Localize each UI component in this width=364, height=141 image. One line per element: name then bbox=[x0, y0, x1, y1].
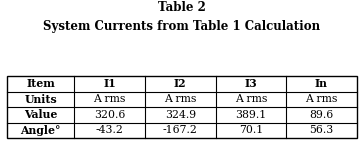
Text: Table 2: Table 2 bbox=[158, 1, 206, 14]
Text: A rms: A rms bbox=[305, 94, 338, 104]
Text: A rms: A rms bbox=[94, 94, 126, 104]
Text: 324.9: 324.9 bbox=[165, 110, 196, 120]
Text: System Currents from Table 1 Calculation: System Currents from Table 1 Calculation bbox=[43, 20, 321, 33]
Text: 56.3: 56.3 bbox=[309, 125, 333, 135]
Text: Units: Units bbox=[24, 94, 57, 105]
Text: 320.6: 320.6 bbox=[94, 110, 125, 120]
Text: A rms: A rms bbox=[235, 94, 267, 104]
Text: Value: Value bbox=[24, 109, 58, 120]
Text: -167.2: -167.2 bbox=[163, 125, 198, 135]
Text: I1: I1 bbox=[103, 78, 116, 89]
Text: I2: I2 bbox=[174, 78, 186, 89]
Text: 389.1: 389.1 bbox=[235, 110, 266, 120]
Bar bbox=[7, 76, 357, 138]
Text: In: In bbox=[315, 78, 328, 89]
Text: -43.2: -43.2 bbox=[96, 125, 124, 135]
Text: Angle°: Angle° bbox=[20, 125, 61, 136]
Text: 89.6: 89.6 bbox=[309, 110, 333, 120]
Text: Item: Item bbox=[27, 78, 55, 89]
Text: 70.1: 70.1 bbox=[239, 125, 263, 135]
Text: A rms: A rms bbox=[164, 94, 197, 104]
Text: I3: I3 bbox=[245, 78, 257, 89]
